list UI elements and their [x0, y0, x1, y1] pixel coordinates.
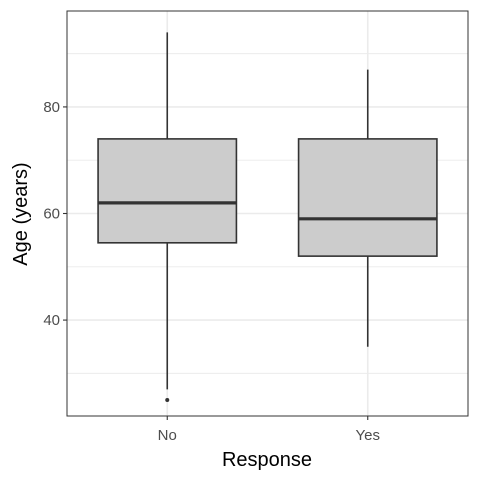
iqr-box: [297, 138, 438, 257]
box-yes: [297, 69, 438, 347]
x-tick-label: Yes: [356, 427, 380, 444]
y-tick-label: 80: [43, 99, 60, 116]
y-axis-ticks: 40 60 80: [43, 99, 67, 329]
x-axis-title: Response: [222, 449, 312, 471]
y-tick-label: 40: [43, 312, 60, 329]
y-tick-label: 60: [43, 206, 60, 223]
x-tick-label: No: [158, 427, 177, 444]
outlier-point: [165, 398, 170, 403]
x-axis-ticks: No Yes: [158, 416, 380, 444]
box-no: [97, 32, 238, 403]
boxes: [97, 32, 438, 403]
iqr-box: [97, 138, 238, 244]
y-axis-title: Age (years): [10, 162, 32, 265]
